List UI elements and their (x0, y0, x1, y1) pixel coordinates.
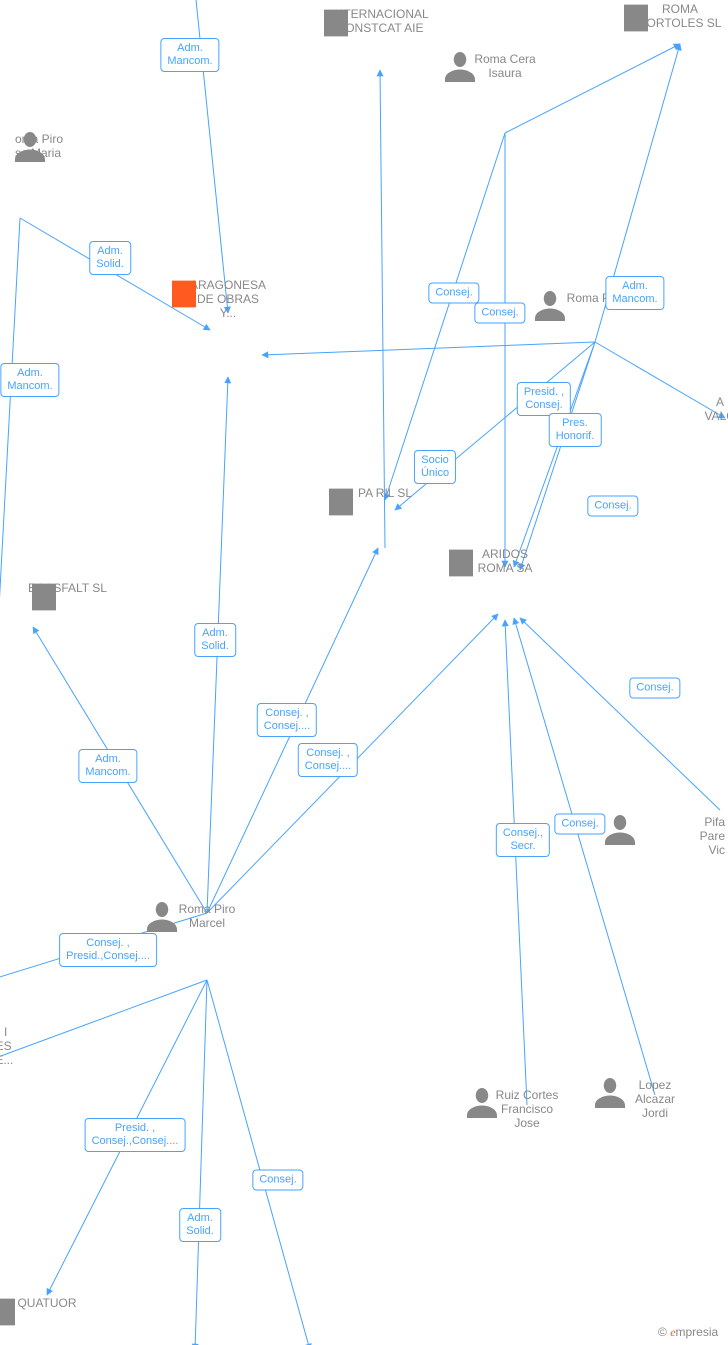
edge (505, 44, 680, 133)
edge (380, 70, 385, 548)
copyright: © empresia (658, 1325, 718, 1340)
edge (207, 980, 310, 1345)
copyright-symbol: © (658, 1325, 667, 1339)
edge (207, 614, 498, 913)
edge (0, 913, 207, 980)
edge (520, 342, 595, 570)
edge (33, 627, 207, 913)
edges-layer (0, 0, 728, 1345)
brand-rest: mpresia (676, 1325, 719, 1339)
edge (262, 342, 595, 355)
edge (595, 342, 725, 418)
edge (520, 618, 720, 810)
edge (207, 548, 378, 913)
edge (20, 218, 210, 330)
edge (385, 133, 505, 500)
edge (47, 980, 207, 1295)
edge (595, 44, 680, 342)
edge (0, 218, 20, 960)
edge (195, 980, 207, 1345)
edge (505, 620, 527, 1105)
edge (207, 377, 228, 913)
edge (514, 618, 655, 1095)
edge (195, 0, 228, 313)
edge (0, 980, 207, 1060)
